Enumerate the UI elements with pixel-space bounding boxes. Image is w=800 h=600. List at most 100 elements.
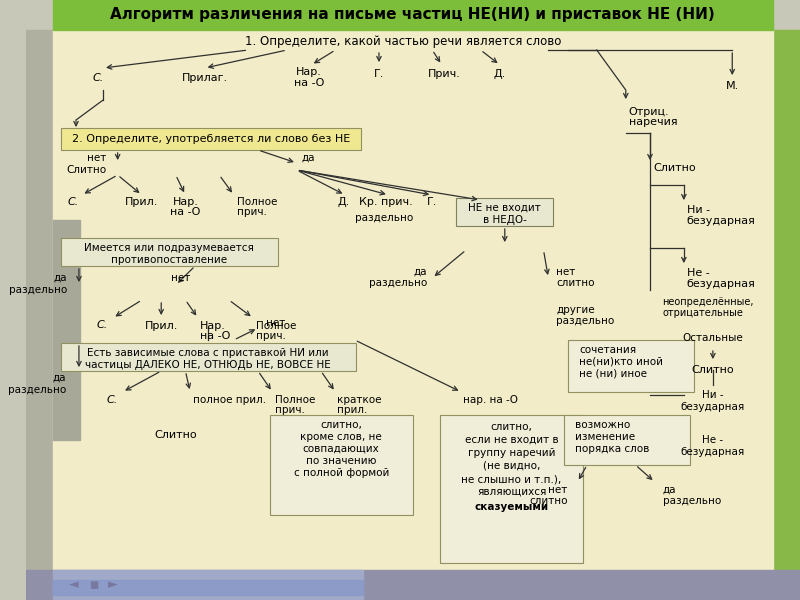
Text: Г.: Г.: [374, 69, 384, 79]
Text: ◄: ◄: [70, 578, 79, 592]
Bar: [564, 415, 690, 465]
Text: не(ни)кто иной: не(ни)кто иной: [579, 357, 663, 367]
Text: раздельно: раздельно: [9, 285, 67, 295]
Bar: [457, 198, 553, 226]
Bar: [61, 343, 356, 371]
Text: Не -: Не -: [686, 268, 710, 278]
Text: нет: нет: [549, 485, 568, 495]
Text: слитно,: слитно,: [490, 422, 533, 432]
Text: слитно,: слитно,: [320, 420, 362, 430]
Text: С.: С.: [68, 197, 79, 207]
Text: Слитно: Слитно: [66, 165, 106, 175]
Bar: [61, 238, 278, 266]
Text: Кр. прич.: Кр. прич.: [359, 197, 413, 207]
Bar: [26, 30, 53, 570]
Text: Имеется или подразумевается: Имеется или подразумевается: [84, 243, 254, 253]
Text: прич.: прич.: [237, 207, 266, 217]
Text: являющихся: являющихся: [477, 487, 546, 497]
Text: С.: С.: [106, 395, 118, 405]
Text: Не -: Не -: [702, 435, 723, 445]
Text: полное прил.: полное прил.: [193, 395, 266, 405]
Text: Есть зависимые слова с приставкой НИ или: Есть зависимые слова с приставкой НИ или: [87, 348, 329, 358]
Text: безударная: безударная: [686, 216, 756, 226]
Text: возможно: возможно: [575, 420, 630, 430]
Text: раздельно: раздельно: [369, 278, 427, 288]
Text: прич.: прич.: [256, 331, 286, 341]
Text: противопоставление: противопоставление: [111, 255, 227, 265]
Text: М.: М.: [726, 81, 739, 91]
Text: Полное: Полное: [256, 321, 297, 331]
Text: Слитно: Слитно: [653, 163, 695, 173]
Text: Остальные: Остальные: [682, 333, 743, 343]
Text: кроме слов, не: кроме слов, не: [300, 432, 382, 442]
Text: группу наречий: группу наречий: [468, 448, 555, 458]
Text: Прил.: Прил.: [145, 321, 178, 331]
Text: неопределённые,: неопределённые,: [662, 297, 754, 307]
Text: Слитно: Слитно: [154, 430, 197, 440]
Text: Нар.: Нар.: [173, 197, 198, 207]
Text: да: да: [302, 153, 315, 163]
Text: раздельно: раздельно: [662, 496, 721, 506]
Text: краткое: краткое: [338, 395, 382, 405]
Text: да: да: [414, 267, 427, 277]
Text: 2. Определите, употребляется ли слово без НЕ: 2. Определите, употребляется ли слово бе…: [73, 134, 350, 144]
Text: Слитно: Слитно: [691, 365, 734, 375]
Text: нет: нет: [556, 267, 575, 277]
Bar: [26, 570, 800, 600]
Text: Прич.: Прич.: [427, 69, 460, 79]
Text: Полное: Полное: [237, 197, 277, 207]
Text: слитно: слитно: [530, 496, 568, 506]
Text: да: да: [662, 485, 676, 495]
Text: Д.: Д.: [494, 69, 506, 79]
Text: совпадающих: совпадающих: [303, 444, 380, 454]
Text: Отриц.: Отриц.: [629, 107, 670, 117]
Text: по значению: по значению: [306, 456, 377, 466]
Text: Прилаг.: Прилаг.: [182, 73, 228, 83]
Text: частицы ДАЛЕКО НЕ, ОТНЮДЬ НЕ, ВОВСЕ НЕ: частицы ДАЛЕКО НЕ, ОТНЮДЬ НЕ, ВОВСЕ НЕ: [85, 360, 330, 370]
Text: прич.: прич.: [275, 405, 306, 415]
Text: нет: нет: [171, 273, 190, 283]
Text: наречия: наречия: [629, 117, 678, 127]
Text: сочетания: сочетания: [579, 345, 637, 355]
Bar: [568, 340, 694, 392]
Bar: [53, 570, 362, 600]
Text: Алгоритм различения на письме частиц НЕ(НИ) и приставок НЕ (НИ): Алгоритм различения на письме частиц НЕ(…: [110, 7, 715, 22]
Text: Ни -: Ни -: [686, 205, 710, 215]
Text: (не видно,: (не видно,: [483, 461, 540, 471]
Text: если не входит в: если не входит в: [465, 435, 558, 445]
Text: не (ни) иное: не (ни) иное: [579, 369, 647, 379]
Text: раздельно: раздельно: [8, 385, 66, 395]
Text: прил.: прил.: [338, 405, 368, 415]
Text: да: да: [53, 373, 66, 383]
Text: ►: ►: [108, 578, 118, 592]
Text: С.: С.: [97, 320, 108, 330]
Text: безударная: безударная: [686, 279, 756, 289]
Text: не слышно и т.п.),: не слышно и т.п.),: [462, 474, 562, 484]
Text: на -О: на -О: [294, 78, 325, 88]
Text: С.: С.: [93, 73, 104, 83]
Text: нет: нет: [86, 153, 106, 163]
Bar: [773, 30, 800, 570]
Text: Г.: Г.: [427, 197, 438, 207]
Text: Нар.: Нар.: [296, 67, 322, 77]
Text: Д.: Д.: [337, 197, 350, 207]
Bar: [440, 415, 583, 563]
Text: Нар.: Нар.: [200, 321, 226, 331]
Text: отрицательные: отрицательные: [662, 308, 743, 318]
Bar: [270, 415, 413, 515]
Text: 1. Определите, какой частью речи является слово: 1. Определите, какой частью речи являетс…: [245, 35, 562, 49]
Text: безударная: безударная: [681, 402, 745, 412]
Text: нет: нет: [266, 318, 285, 328]
Text: Полное: Полное: [275, 395, 316, 405]
Text: нар. на -О: нар. на -О: [463, 395, 518, 405]
Text: другие: другие: [556, 305, 594, 315]
Text: НЕ не входит: НЕ не входит: [469, 203, 541, 213]
Text: с полной формой: с полной формой: [294, 468, 389, 478]
Text: раздельно: раздельно: [556, 316, 614, 326]
Text: Ни -: Ни -: [702, 390, 724, 400]
Bar: [61, 128, 361, 150]
Text: ■: ■: [89, 580, 98, 590]
Text: раздельно: раздельно: [354, 213, 413, 223]
Text: на -О: на -О: [170, 207, 201, 217]
Text: да: да: [54, 273, 67, 283]
